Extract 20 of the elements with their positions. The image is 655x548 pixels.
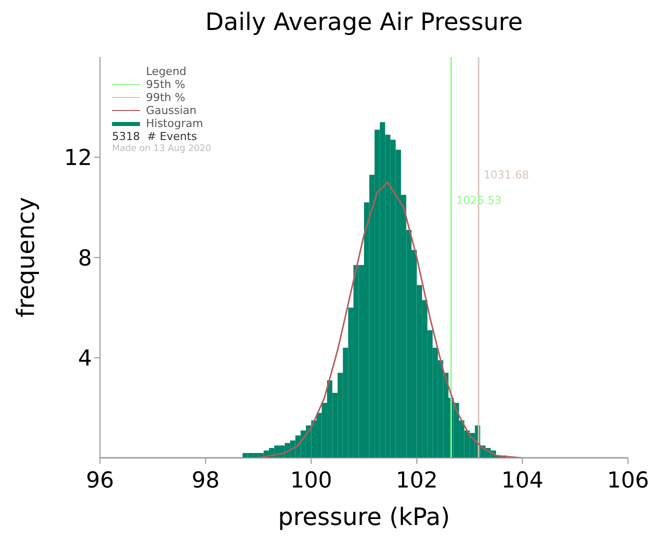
y-tick-label: 12 xyxy=(64,146,92,172)
chart-title: Daily Average Air Pressure xyxy=(204,8,524,36)
x-tick-label: 102 xyxy=(396,468,438,494)
y-axis-title: frequency xyxy=(12,197,40,318)
legend-label: 99th % xyxy=(146,91,186,104)
x-tick-label: 106 xyxy=(607,468,649,494)
y-tick-label: 4 xyxy=(78,346,92,372)
legend-label: 95th % xyxy=(146,78,186,91)
y-tick-label: 8 xyxy=(78,246,92,272)
x-tick-label: 96 xyxy=(86,468,114,494)
legend-label: Gaussian xyxy=(146,104,196,117)
legend-label: Histogram xyxy=(146,117,204,130)
legend-title: Legend xyxy=(145,65,188,78)
x-tick-label: 104 xyxy=(501,468,544,494)
annotation: 1031.68 xyxy=(484,168,530,182)
x-tick-label: 100 xyxy=(290,468,332,494)
x-axis-title: pressure (kPa) xyxy=(276,502,452,533)
annotation: Made on 13 Aug 2020 xyxy=(112,143,212,156)
annotation: 5318 # Events xyxy=(112,130,198,143)
x-tick-label: 98 xyxy=(192,468,220,494)
